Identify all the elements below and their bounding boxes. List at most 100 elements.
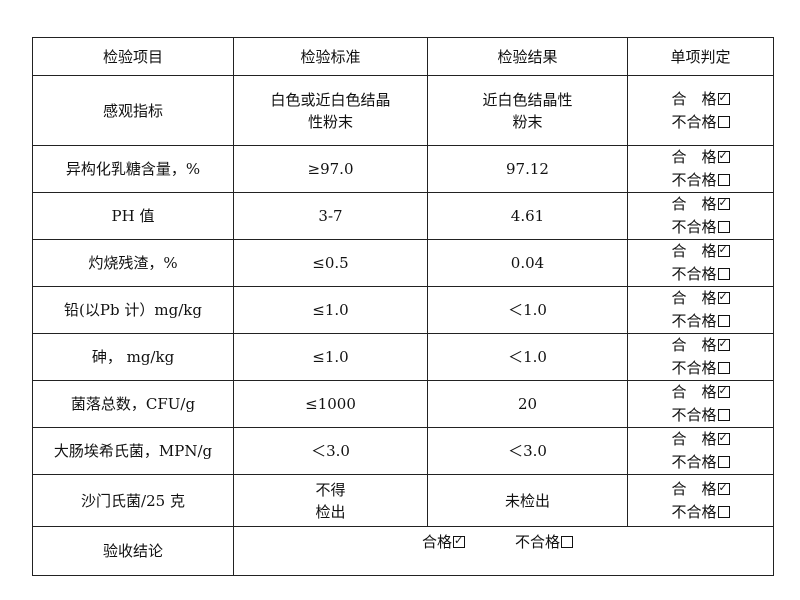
item-cell: 沙门氏菌/25 克 bbox=[32, 474, 234, 527]
standard-cell: 不得 检出 bbox=[233, 474, 428, 527]
result-cell: 0.04 bbox=[427, 239, 628, 287]
fail-checkbox[interactable] bbox=[717, 362, 730, 374]
judgement-cell: 合 格 不合格 bbox=[627, 145, 774, 193]
result-line: ＜1.0 bbox=[508, 301, 547, 319]
conclusion-pass-checkbox[interactable] bbox=[453, 536, 466, 548]
fail-checkbox[interactable] bbox=[717, 268, 730, 280]
header-standard: 检验标准 bbox=[233, 37, 428, 76]
judgement-cell: 合 格 不合格 bbox=[627, 239, 774, 287]
pass-label: 合 格 bbox=[671, 195, 717, 213]
result-cell: 近白色结晶性 粉末 bbox=[427, 75, 628, 146]
result-line: 0.04 bbox=[510, 254, 545, 272]
conclusion-label: 验收结论 bbox=[32, 526, 234, 576]
conclusion-fail-checkbox[interactable] bbox=[561, 536, 574, 548]
judgement-cell: 合 格 不合格 bbox=[627, 427, 774, 475]
result-line: ＜1.0 bbox=[508, 348, 547, 366]
table-row: 异构化乳糖含量，% ≥97.0 97.12 合 格 不合格 bbox=[32, 145, 774, 193]
standard-cell: ≥97.0 bbox=[233, 145, 428, 193]
item-cell: 异构化乳糖含量，% bbox=[32, 145, 234, 193]
header-row: 检验项目 检验标准 检验结果 单项判定 bbox=[32, 37, 774, 76]
fail-checkbox[interactable] bbox=[717, 174, 730, 186]
standard-line: 白色或近白色结晶 bbox=[270, 90, 391, 109]
header-result: 检验结果 bbox=[427, 37, 628, 76]
item-cell: 菌落总数，CFU/g bbox=[32, 380, 234, 428]
table-row: 砷， mg/kg ≤1.0 ＜1.0 合 格 不合格 bbox=[32, 333, 774, 381]
standard-line: ＜3.0 bbox=[311, 442, 350, 460]
table-row: 灼烧残渣，% ≤0.5 0.04 合 格 不合格 bbox=[32, 239, 774, 287]
judgement-cell: 合 格 不合格 bbox=[627, 286, 774, 334]
pass-label: 合 格 bbox=[671, 148, 717, 166]
standard-line: ≥97.0 bbox=[307, 160, 354, 178]
pass-checkbox[interactable] bbox=[717, 245, 730, 257]
item-cell: 砷， mg/kg bbox=[32, 333, 234, 381]
standard-line: ≤1.0 bbox=[312, 348, 349, 366]
fail-label: 不合格 bbox=[671, 406, 717, 424]
table-row: 大肠埃希氏菌，MPN/g ＜3.0 ＜3.0 合 格 不合格 bbox=[32, 427, 774, 475]
header-item: 检验项目 bbox=[32, 37, 234, 76]
standard-line: 不得 bbox=[315, 480, 346, 499]
pass-checkbox[interactable] bbox=[717, 198, 730, 210]
fail-label: 不合格 bbox=[671, 265, 717, 283]
pass-checkbox[interactable] bbox=[717, 292, 730, 304]
result-line: ＜3.0 bbox=[508, 442, 547, 460]
judgement-cell: 合 格 不合格 bbox=[627, 75, 774, 146]
result-cell: 20 bbox=[427, 380, 628, 428]
standard-cell: 白色或近白色结晶 性粉末 bbox=[233, 75, 428, 146]
standard-cell: ≤1.0 bbox=[233, 286, 428, 334]
result-cell: ＜1.0 bbox=[427, 333, 628, 381]
judgement-cell: 合 格 不合格 bbox=[627, 333, 774, 381]
result-line: 97.12 bbox=[506, 160, 549, 178]
pass-label: 合 格 bbox=[671, 242, 717, 260]
fail-label: 不合格 bbox=[671, 312, 717, 330]
item-cell: 铅(以Pb 计）mg/kg bbox=[32, 286, 234, 334]
pass-checkbox[interactable] bbox=[717, 151, 730, 163]
fail-checkbox[interactable] bbox=[717, 505, 730, 518]
result-line: 近白色结晶性 bbox=[482, 90, 573, 109]
result-cell: 4.61 bbox=[427, 192, 628, 240]
result-cell: ＜1.0 bbox=[427, 286, 628, 334]
inspection-table: 检验项目 检验标准 检验结果 单项判定 感观指标 白色或近白色结晶 性粉末 近白色结晶… bbox=[32, 37, 774, 576]
fail-checkbox[interactable] bbox=[717, 456, 730, 468]
standard-line: ≤0.5 bbox=[312, 254, 349, 272]
pass-checkbox[interactable] bbox=[717, 482, 730, 495]
standard-line: 性粉末 bbox=[307, 112, 353, 131]
item-cell: 大肠埃希氏菌，MPN/g bbox=[32, 427, 234, 475]
result-cell: ＜3.0 bbox=[427, 427, 628, 475]
fail-checkbox[interactable] bbox=[717, 221, 730, 233]
fail-checkbox[interactable] bbox=[717, 315, 730, 327]
conclusion-fail-label: 不合格 bbox=[515, 533, 561, 551]
pass-label: 合 格 bbox=[671, 89, 717, 108]
pass-checkbox[interactable] bbox=[717, 386, 730, 398]
item-cell: 灼烧残渣，% bbox=[32, 239, 234, 287]
judgement-cell: 合 格 不合格 bbox=[627, 474, 774, 527]
fail-checkbox[interactable] bbox=[717, 115, 730, 128]
fail-label: 不合格 bbox=[671, 171, 717, 189]
conclusion-cell: 合格 不合格 bbox=[233, 526, 774, 576]
pass-checkbox[interactable] bbox=[717, 92, 730, 105]
standard-cell: ≤1.0 bbox=[233, 333, 428, 381]
fail-label: 不合格 bbox=[671, 112, 717, 131]
result-line: 4.61 bbox=[510, 207, 545, 225]
pass-label: 合 格 bbox=[671, 479, 717, 498]
result-line: 未检出 bbox=[504, 491, 550, 510]
standard-line: ≤1.0 bbox=[312, 301, 349, 319]
pass-label: 合 格 bbox=[671, 430, 717, 448]
judgement-cell: 合 格 不合格 bbox=[627, 380, 774, 428]
pass-label: 合 格 bbox=[671, 336, 717, 354]
pass-checkbox[interactable] bbox=[717, 339, 730, 351]
standard-line: 检出 bbox=[315, 502, 346, 521]
standard-line: ≤1000 bbox=[305, 395, 356, 413]
fail-label: 不合格 bbox=[671, 359, 717, 377]
conclusion-row: 验收结论 合格 不合格 bbox=[32, 526, 774, 576]
pass-label: 合 格 bbox=[671, 289, 717, 307]
fail-checkbox[interactable] bbox=[717, 409, 730, 421]
standard-cell: ＜3.0 bbox=[233, 427, 428, 475]
result-cell: 97.12 bbox=[427, 145, 628, 193]
header-judgement: 单项判定 bbox=[627, 37, 774, 76]
conclusion-pass-label: 合格 bbox=[422, 533, 453, 551]
pass-label: 合 格 bbox=[671, 383, 717, 401]
fail-label: 不合格 bbox=[671, 218, 717, 236]
pass-checkbox[interactable] bbox=[717, 433, 730, 445]
result-line: 20 bbox=[517, 395, 538, 413]
